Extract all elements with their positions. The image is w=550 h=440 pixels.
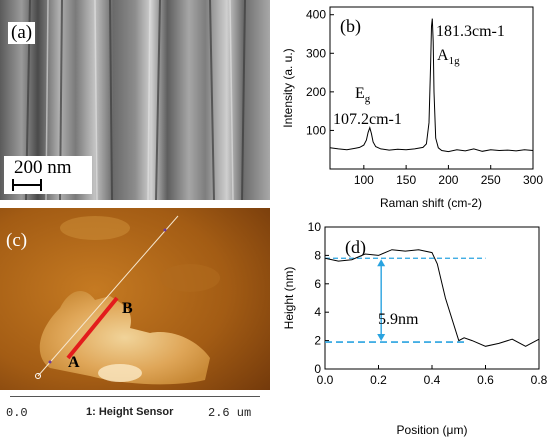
raman-ytick-label: 300 [306, 46, 326, 60]
raman-ylabel: Intensity (a. u.) [281, 48, 295, 127]
arrow-down-icon [377, 334, 386, 342]
height-annotation: 5.9nm [378, 311, 419, 328]
height-ytick-label: 8 [314, 248, 321, 262]
afm-scale-bar: 0.0 1: Height Sensor 2.6 um [0, 390, 270, 440]
raman-peak2-value: 181.3cm-1 [436, 23, 505, 40]
height-ytick-label: 0 [314, 362, 321, 376]
afm-scale-end: 2.6 um [208, 406, 252, 420]
afm-scale-title: 1: Height Sensor [86, 406, 174, 418]
raman-chart: 100 150 200 250 300 100 200 300 400 Raman shift … [281, 6, 543, 210]
height-ytick-label: 2 [314, 334, 321, 348]
afm-image-panel: (c) A B [0, 208, 270, 390]
height-xtick-label: 0.8 [531, 373, 548, 387]
panel-d-label: (d) [345, 237, 366, 258]
raman-xtick-label: 200 [438, 173, 458, 187]
height-xtick-label: 0.4 [424, 373, 441, 387]
scale-bar-label: 200 nm [14, 157, 72, 178]
scale-bar-line [12, 184, 42, 186]
panel-c-label: (c) [6, 230, 28, 251]
scale-bar-tick-left [12, 179, 14, 191]
height-ytick-label: 10 [308, 220, 322, 234]
panel-a-label: (a) [8, 22, 36, 44]
afm-image [0, 208, 270, 390]
raman-xtick-label: 250 [481, 173, 501, 187]
raman-ytick-label: 100 [306, 123, 326, 137]
height-ylabel: Height (nm) [282, 267, 296, 330]
raman-xtick-label: 300 [523, 173, 543, 187]
raman-ytick-label: 400 [306, 8, 326, 22]
raman-peak1-label: Eg [355, 85, 371, 105]
height-xtick-label: 0.6 [477, 373, 494, 387]
raman-xtick-label: 100 [354, 173, 374, 187]
height-xlabel: Position (μm) [397, 423, 468, 437]
height-xtick-label: 0.2 [370, 373, 387, 387]
arrow-up-icon [377, 259, 386, 267]
raman-xlabel: Raman shift (cm-2) [380, 196, 482, 210]
height-plot-frame [324, 226, 540, 370]
raman-ytick-label: 200 [306, 85, 326, 99]
height-series-line [324, 249, 540, 347]
afm-scale-line [10, 396, 260, 397]
afm-point-a: A [68, 354, 80, 371]
afm-highlight-segment [66, 296, 119, 360]
sem-image-panel: (a) 200 nm [0, 0, 270, 200]
raman-series-line [329, 18, 534, 153]
raman-peak1-value: 107.2cm-1 [333, 111, 402, 128]
raman-chart-panel: 100 150 200 250 300 100 200 300 400 Raman shift … [275, 0, 550, 215]
height-ytick-label: 4 [314, 305, 321, 319]
height-chart: 0.0 0.2 0.4 0.6 0.8 0 2 4 6 8 10 5.9nm (d) Positio… [282, 220, 548, 437]
afm-point-b: B [122, 300, 133, 317]
panel-b-label: (b) [340, 16, 361, 37]
afm-scale-start: 0.0 [6, 406, 28, 420]
raman-peak2-label: A1g [437, 47, 460, 67]
scale-bar-box: 200 nm [4, 156, 92, 194]
scale-bar-tick-right [40, 179, 42, 191]
afm-profile-line [37, 215, 179, 377]
height-ytick-label: 6 [314, 277, 321, 291]
raman-plot-frame [329, 6, 534, 170]
height-xtick-label: 0.0 [317, 373, 334, 387]
height-chart-panel: 0.0 0.2 0.4 0.6 0.8 0 2 4 6 8 10 5.9nm (d) Positio… [275, 220, 550, 440]
raman-xtick-label: 150 [396, 173, 416, 187]
